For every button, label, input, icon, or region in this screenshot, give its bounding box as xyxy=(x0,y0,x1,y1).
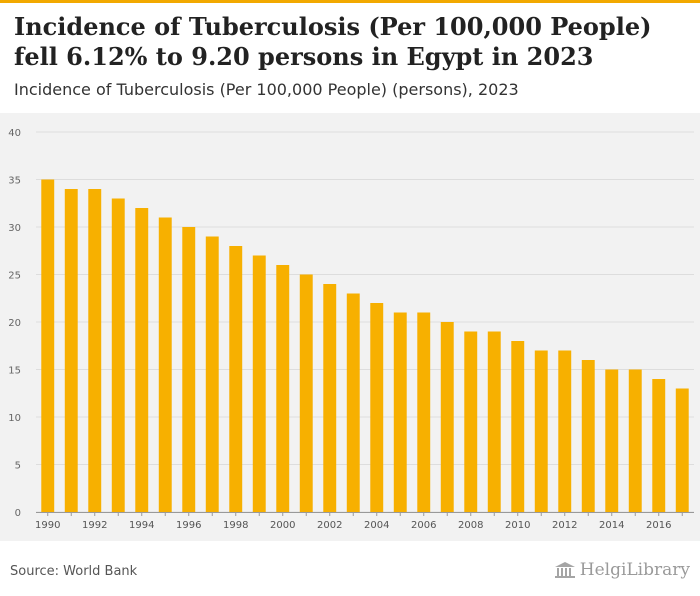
bar-2008[interactable] xyxy=(464,331,478,513)
y-tick-label: 20 xyxy=(8,318,21,329)
library-building-icon xyxy=(554,562,575,578)
bar-1992[interactable] xyxy=(88,189,102,512)
bar-2002[interactable] xyxy=(323,284,337,512)
x-tick-label: 2008 xyxy=(458,520,483,531)
y-tick-label: 10 xyxy=(8,413,21,424)
bar-2004[interactable] xyxy=(370,303,384,512)
y-tick-label: 30 xyxy=(8,223,21,234)
bar-2010[interactable] xyxy=(511,341,525,512)
bar-2001[interactable] xyxy=(299,274,313,513)
bar-chart: 0 5 10 15 20 25 30 35 40 1990 1992 1994 1996 1998 200… xyxy=(8,128,694,531)
bar-1995[interactable] xyxy=(158,217,172,513)
brand-name: HelgiLibrary xyxy=(579,560,690,580)
x-tick-label: 2016 xyxy=(646,520,671,531)
chart-subtitle: Incidence of Tuberculosis (Per 100,000 P… xyxy=(14,80,519,99)
bar-2006[interactable] xyxy=(417,312,431,513)
bar-1991[interactable] xyxy=(64,189,78,512)
bar-1998[interactable] xyxy=(229,246,243,512)
y-tick-label: 15 xyxy=(8,366,21,377)
gridlines xyxy=(36,131,694,513)
x-tick-label: 1998 xyxy=(223,520,248,531)
y-tick-label: 40 xyxy=(8,128,21,139)
y-tick-label: 35 xyxy=(8,176,21,187)
x-tick-label: 2006 xyxy=(411,520,436,531)
x-tick-label: 1994 xyxy=(129,520,154,531)
chart-title: Incidence of Tuberculosis (Per 100,000 P… xyxy=(14,12,652,71)
bar-2013[interactable] xyxy=(581,360,595,512)
x-tick-label: 1996 xyxy=(176,520,201,531)
bar-2012[interactable] xyxy=(558,350,572,513)
x-tick-label: 1992 xyxy=(82,520,107,531)
brand-logo[interactable]: HelgiLibrary xyxy=(554,560,690,580)
bar-1993[interactable] xyxy=(111,198,125,513)
bar-1994[interactable] xyxy=(135,208,149,512)
bar-1999[interactable] xyxy=(252,255,266,513)
x-tick-label: 2000 xyxy=(270,520,295,531)
accent-bar xyxy=(0,0,700,3)
x-tick-label: 2010 xyxy=(505,520,530,531)
bar-2016[interactable] xyxy=(652,379,666,512)
bar-2007[interactable] xyxy=(440,322,454,512)
x-tick-label: 2004 xyxy=(364,520,389,531)
bar-1996[interactable] xyxy=(182,227,196,512)
bar-1990[interactable] xyxy=(41,179,55,513)
y-tick-label: 5 xyxy=(15,461,21,472)
bar-2015[interactable] xyxy=(628,369,642,513)
source-note: Source: World Bank xyxy=(10,564,138,579)
x-axis: 1990 1992 1994 1996 1998 2000 2002 2004 2006 2008… xyxy=(35,512,694,531)
bar-1997[interactable] xyxy=(205,236,219,513)
bars xyxy=(41,179,689,513)
x-tick-label: 2002 xyxy=(317,520,342,531)
bar-2009[interactable] xyxy=(487,331,501,513)
x-tick-label: 1990 xyxy=(35,520,60,531)
bar-2011[interactable] xyxy=(534,350,548,513)
bar-2017[interactable] xyxy=(675,388,689,513)
y-axis: 0 5 10 15 20 25 30 35 40 xyxy=(8,128,21,519)
y-tick-label: 25 xyxy=(8,271,21,282)
y-tick-label: 0 xyxy=(15,508,21,519)
bar-2003[interactable] xyxy=(346,293,360,513)
x-tick-label: 2014 xyxy=(599,520,624,531)
bar-2000[interactable] xyxy=(276,265,290,512)
bar-2005[interactable] xyxy=(393,312,407,513)
x-tick-label: 2012 xyxy=(552,520,577,531)
bar-2014[interactable] xyxy=(605,369,619,513)
